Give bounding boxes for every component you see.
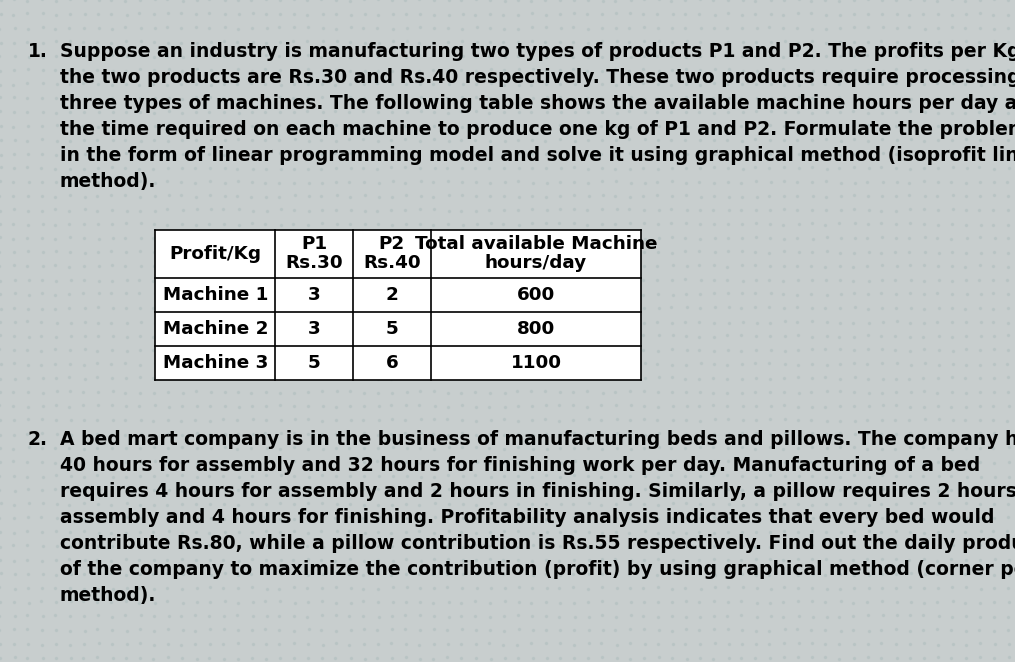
Text: method).: method). — [60, 586, 156, 605]
Text: three types of machines. The following table shows the available machine hours p: three types of machines. The following t… — [60, 94, 1015, 113]
Text: Rs.40: Rs.40 — [363, 254, 421, 272]
Text: P2: P2 — [379, 235, 405, 253]
Text: 1100: 1100 — [511, 354, 561, 372]
Text: 3: 3 — [308, 320, 321, 338]
Text: 1.: 1. — [28, 42, 48, 61]
Text: Profit/Kg: Profit/Kg — [170, 245, 261, 263]
Text: 5: 5 — [308, 354, 321, 372]
Bar — [155, 230, 641, 380]
Text: contribute Rs.80, while a pillow contribution is Rs.55 respectively. Find out th: contribute Rs.80, while a pillow contrib… — [60, 534, 1015, 553]
Text: 600: 600 — [517, 286, 555, 304]
Text: method).: method). — [60, 172, 156, 191]
Text: 5: 5 — [386, 320, 398, 338]
Text: Suppose an industry is manufacturing two types of products P1 and P2. The profit: Suppose an industry is manufacturing two… — [60, 42, 1015, 61]
Text: the time required on each machine to produce one kg of P1 and P2. Formulate the : the time required on each machine to pro… — [60, 120, 1015, 139]
Text: in the form of linear programming model and solve it using graphical method (iso: in the form of linear programming model … — [60, 146, 1015, 165]
Text: 40 hours for assembly and 32 hours for finishing work per day. Manufacturing of : 40 hours for assembly and 32 hours for f… — [60, 456, 980, 475]
Text: 2: 2 — [386, 286, 399, 304]
Text: of the company to maximize the contribution (profit) by using graphical method (: of the company to maximize the contribut… — [60, 560, 1015, 579]
Text: 2.: 2. — [28, 430, 48, 449]
Text: 3: 3 — [308, 286, 321, 304]
Text: Rs.30: Rs.30 — [285, 254, 343, 272]
Text: 800: 800 — [517, 320, 555, 338]
Text: requires 4 hours for assembly and 2 hours in finishing. Similarly, a pillow requ: requires 4 hours for assembly and 2 hour… — [60, 482, 1015, 501]
Text: A bed mart company is in the business of manufacturing beds and pillows. The com: A bed mart company is in the business of… — [60, 430, 1015, 449]
Text: 6: 6 — [386, 354, 398, 372]
Text: Machine 3: Machine 3 — [163, 354, 268, 372]
Text: Total available Machine: Total available Machine — [415, 235, 658, 253]
Text: assembly and 4 hours for finishing. Profitability analysis indicates that every : assembly and 4 hours for finishing. Prof… — [60, 508, 995, 527]
Text: hours/day: hours/day — [485, 254, 587, 272]
Text: P1: P1 — [300, 235, 327, 253]
Text: the two products are Rs.30 and Rs.40 respectively. These two products require pr: the two products are Rs.30 and Rs.40 res… — [60, 68, 1015, 87]
Text: Machine 2: Machine 2 — [163, 320, 269, 338]
Text: Machine 1: Machine 1 — [163, 286, 268, 304]
